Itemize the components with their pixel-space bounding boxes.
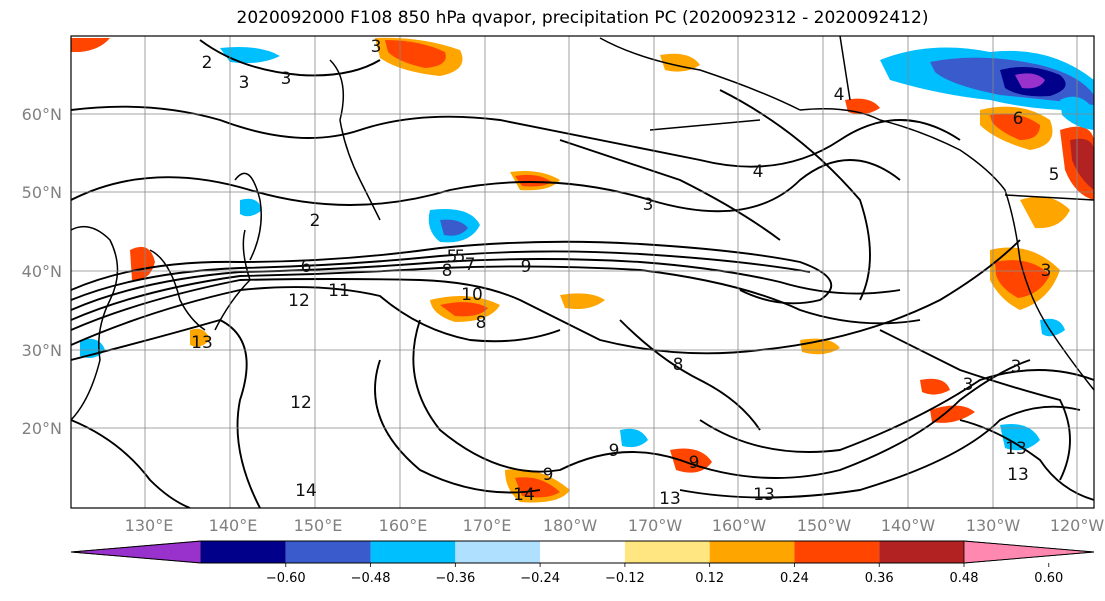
contour-label: 13 — [191, 333, 213, 353]
contour-label: 4 — [834, 85, 845, 105]
colorbar-tick-label: −0.36 — [435, 571, 475, 586]
contour-label: 5 — [455, 247, 466, 267]
contour-label: 13 — [1005, 439, 1027, 459]
colorbar-box — [285, 541, 371, 563]
colorbar-box — [879, 541, 964, 563]
lon-label: 140°W — [881, 516, 936, 535]
colorbar-tick-label: −0.24 — [520, 571, 560, 586]
contour-label: 3 — [643, 195, 654, 215]
contour-label: 9 — [543, 465, 554, 485]
contour-label: 12 — [290, 393, 312, 413]
colorbar-box — [540, 541, 625, 563]
contour-label: 2 — [202, 53, 213, 73]
colorbar-tick-label: 0.24 — [780, 571, 809, 586]
colorbar-tick-label: 0.36 — [865, 571, 894, 586]
lon-label: 170°W — [628, 516, 683, 535]
contour-label: 3 — [281, 69, 292, 89]
qvapor-contours — [71, 39, 1094, 508]
contour-label: 14 — [295, 481, 317, 501]
contour-label: 8 — [442, 261, 453, 281]
graticule — [71, 36, 1094, 508]
contour-label: 4 — [753, 162, 764, 182]
colorbar-tick-label: −0.48 — [351, 571, 391, 586]
map-plot-area — [71, 36, 1094, 508]
contour-label: 9 — [609, 441, 620, 461]
lon-label: 150°W — [797, 516, 852, 535]
colorbar-extend-min — [70, 540, 202, 564]
colorbar-box — [455, 541, 541, 563]
colorbar-outline — [70, 540, 1095, 564]
colorbar-box — [201, 541, 286, 563]
lon-label: 160°E — [379, 516, 428, 535]
contour-label: 3 — [1041, 261, 1052, 281]
longitude-labels: 130°E 140°E 150°E 160°E 170°E 180°W 170°… — [125, 516, 1105, 535]
lat-label: 40°N — [22, 262, 62, 281]
lat-label: 20°N — [22, 419, 62, 438]
contour-label: 9 — [689, 453, 700, 473]
colorbar-tick-label: 0.60 — [1034, 571, 1063, 586]
contour-label: 9 — [521, 257, 532, 277]
colorbar-box — [624, 541, 710, 563]
contour-label: 2 — [310, 211, 321, 231]
map-title: 2020092000 F108 850 hPa qvapor, precipit… — [236, 8, 929, 28]
map-frame — [70, 35, 1095, 509]
colorbar-box — [370, 541, 456, 563]
lat-label: 50°N — [22, 183, 62, 202]
contour-label: 8 — [673, 355, 684, 375]
lon-label: 180°W — [543, 516, 598, 535]
contour-label: 8 — [476, 313, 487, 333]
contour-label: 11 — [328, 281, 350, 301]
contour-label: 3 — [371, 37, 382, 57]
lon-label: 150°E — [294, 516, 343, 535]
colorbar-tick-label: 0.12 — [695, 571, 724, 586]
contour-label: 6 — [1013, 109, 1024, 129]
contour-label: 3 — [963, 375, 974, 395]
contour-label: 5 — [1049, 165, 1060, 185]
lat-label: 60°N — [22, 105, 62, 124]
lat-label: 30°N — [22, 341, 62, 360]
contour-label: 5 — [447, 247, 458, 267]
lon-label: 140°E — [209, 516, 258, 535]
lon-label: 130°E — [125, 516, 174, 535]
contour-label: 6 — [301, 257, 312, 277]
lon-label: 130°W — [966, 516, 1021, 535]
colorbar-box — [709, 541, 795, 563]
colorbar-tick-label: 0.48 — [950, 571, 979, 586]
colorbar: −0.60 −0.48 −0.36 −0.24 −0.12 0.12 0.24 0.36 0.4… — [70, 540, 1095, 586]
lon-label: 120°W — [1050, 516, 1105, 535]
contour-label: 3 — [239, 73, 250, 93]
contour-label: 13 — [1007, 465, 1029, 485]
contour-label: 13 — [659, 489, 681, 509]
contour-label: 3 — [1011, 357, 1022, 377]
colorbar-box — [794, 541, 880, 563]
contour-label: 7 — [465, 255, 476, 275]
colorbar-tick-label: −0.60 — [266, 571, 306, 586]
latitude-labels: 60°N 50°N 40°N 30°N 20°N — [22, 105, 62, 438]
lon-label: 170°E — [463, 516, 512, 535]
coastlines — [71, 36, 1094, 421]
lon-label: 160°W — [712, 516, 767, 535]
colorbar-extend-max — [963, 540, 1095, 564]
contour-label: 13 — [753, 485, 775, 505]
contour-label: 10 — [461, 285, 483, 305]
contour-label: 14 — [513, 485, 535, 505]
colorbar-tick-label: −0.12 — [605, 571, 645, 586]
contour-label: 12 — [288, 291, 310, 311]
